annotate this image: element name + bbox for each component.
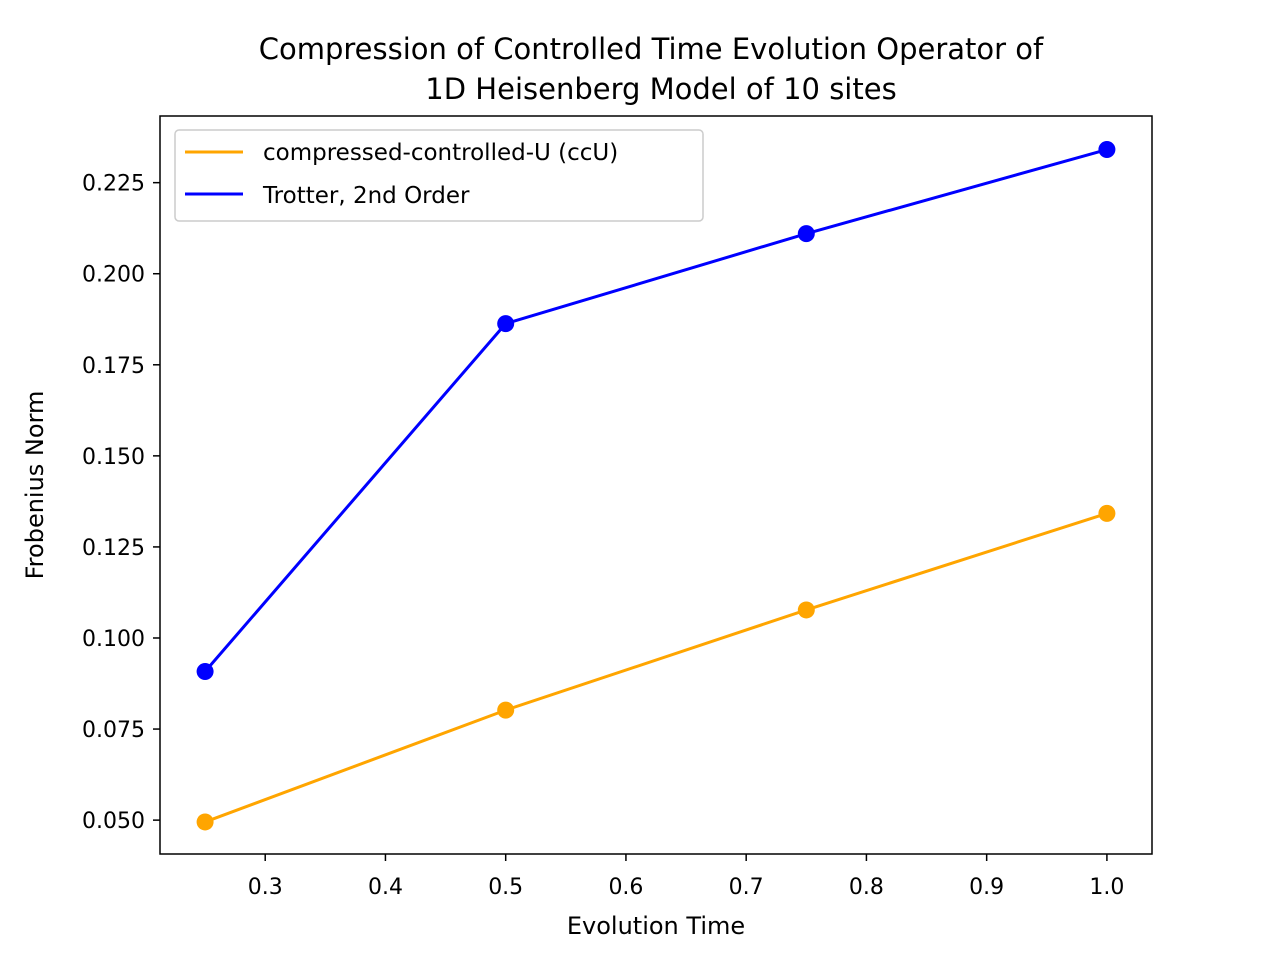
x-tick-label: 1.0 xyxy=(1089,875,1124,900)
y-tick-label: 0.125 xyxy=(82,536,145,561)
x-tick-label: 0.5 xyxy=(488,875,523,900)
series-0-point xyxy=(196,813,214,831)
legend: compressed-controlled-U (ccU) Trotter, 2… xyxy=(174,129,704,222)
y-tick-label: 0.175 xyxy=(82,354,145,379)
chart-title-line-2: 1D Heisenberg Model of 10 sites xyxy=(425,72,896,106)
x-tick-label: 0.7 xyxy=(729,875,764,900)
legend-label-trotter: Trotter, 2nd Order xyxy=(262,183,470,209)
x-tick-label: 0.4 xyxy=(368,875,403,900)
x-tick-label: 0.8 xyxy=(849,875,884,900)
series-1-point xyxy=(196,663,214,681)
plot-area xyxy=(159,115,1153,855)
x-axis: 0.3 0.4 0.5 0.6 0.7 0.8 0.9 1.0 xyxy=(248,854,1124,900)
series-1-point xyxy=(797,225,815,243)
series-line-1 xyxy=(203,148,1108,673)
series-0-point xyxy=(497,701,515,719)
y-tick-label: 0.200 xyxy=(82,263,145,288)
series-1-point xyxy=(497,315,515,333)
x-tick-label: 0.9 xyxy=(969,875,1004,900)
legend-label-ccu: compressed-controlled-U (ccU) xyxy=(263,140,618,166)
series-0-point xyxy=(1098,504,1116,522)
y-tick-label: 0.075 xyxy=(82,718,145,743)
plot-frame xyxy=(159,115,1153,855)
x-axis-title: Evolution Time xyxy=(567,912,745,940)
chart-title-line-1: Compression of Controlled Time Evolution… xyxy=(259,32,1044,66)
x-tick-label: 0.3 xyxy=(248,875,283,900)
legend-box xyxy=(174,129,704,222)
y-tick-label: 0.150 xyxy=(82,445,145,470)
series-1-point xyxy=(1098,141,1116,159)
y-axis: 0.050 0.075 0.100 0.125 0.150 0.175 0.200 0.225 xyxy=(82,172,160,834)
series-layer xyxy=(196,141,1116,831)
y-tick-label: 0.225 xyxy=(82,172,145,197)
series-0-point xyxy=(797,601,815,619)
y-axis-title: Frobenius Norm xyxy=(21,391,49,580)
series-line-0 xyxy=(204,511,1108,824)
y-tick-label: 0.100 xyxy=(82,627,145,652)
y-tick-label: 0.050 xyxy=(82,809,145,834)
x-tick-label: 0.6 xyxy=(608,875,643,900)
